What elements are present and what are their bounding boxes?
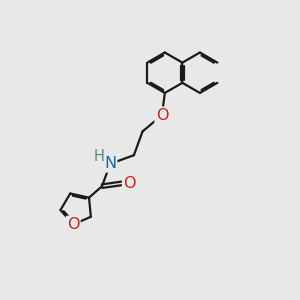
Text: O: O bbox=[156, 108, 168, 123]
Text: H: H bbox=[93, 149, 104, 164]
Text: O: O bbox=[67, 217, 80, 232]
Text: O: O bbox=[123, 176, 136, 191]
Text: N: N bbox=[104, 156, 116, 171]
